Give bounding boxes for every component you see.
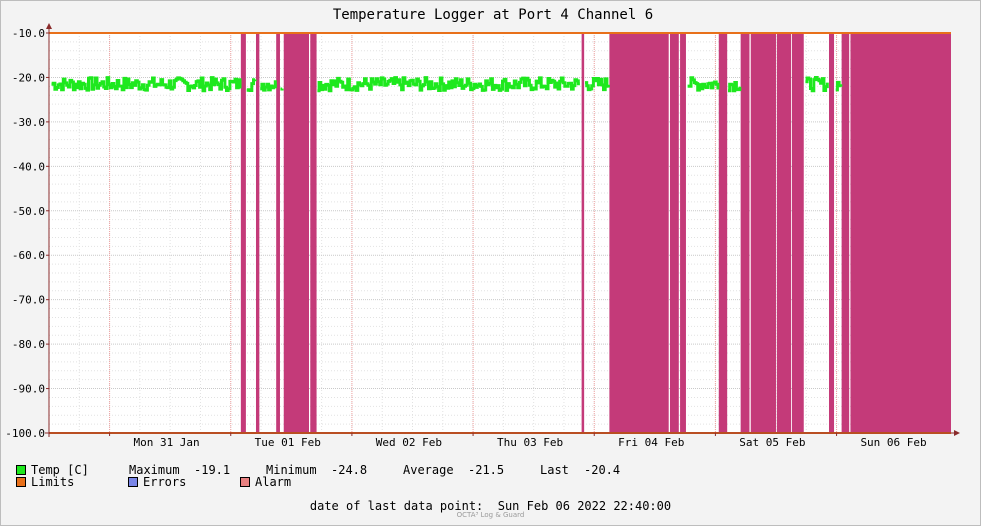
last-data-point: date of last data point: Sun Feb 06 2022… xyxy=(0,499,981,513)
x-axis-arrow xyxy=(954,430,960,436)
legend-limits-swatch xyxy=(16,477,26,487)
y-tick-label: -100.0 xyxy=(5,427,45,440)
plot-area xyxy=(49,33,951,433)
legend-temp-label: Temp [C] xyxy=(31,463,89,477)
y-tick-label: -20.0 xyxy=(12,71,45,84)
alarm-band xyxy=(276,33,280,433)
y-tick-label: -50.0 xyxy=(12,205,45,218)
alarm-band xyxy=(310,33,317,433)
legend-temp-swatch xyxy=(16,465,26,475)
temperature-series xyxy=(51,76,843,93)
legend-row-2: Limits Errors Alarm xyxy=(16,475,291,489)
temp-line-segment xyxy=(317,76,580,93)
temp-line-segment xyxy=(728,81,742,93)
temp-line-segment xyxy=(51,76,242,93)
temp-line-segment xyxy=(805,76,829,93)
alarm-band xyxy=(750,33,776,433)
x-tick-label: Thu 03 Feb xyxy=(497,436,563,449)
grid-lines xyxy=(49,32,951,434)
stat-average-label: Average xyxy=(403,463,454,477)
legend-row-1: Temp [C] Maximum -19.1 Minimum -24.8 Ave… xyxy=(16,463,620,477)
alarm-band xyxy=(669,33,679,433)
watermark-logo: OCTA³ Log & Guard xyxy=(456,511,525,519)
legend-temp: Temp [C] xyxy=(16,463,129,477)
legend-errors-label: Errors xyxy=(143,475,187,489)
alarm-band xyxy=(680,33,686,433)
x-tick-label: Wed 02 Feb xyxy=(376,436,442,449)
legend-errors-swatch xyxy=(128,477,138,487)
x-tick-labels: Mon 31 Jan Tue 01 Feb Wed 02 Feb Thu 03 Feb… xyxy=(133,436,926,449)
alarm-band xyxy=(718,33,728,433)
y-tick-label: -90.0 xyxy=(12,383,45,396)
stat-last-label: Last xyxy=(540,463,569,477)
y-tick-label: -30.0 xyxy=(12,116,45,129)
alarm-bands xyxy=(240,33,951,433)
alarm-band xyxy=(609,33,669,433)
y-axis-arrow xyxy=(46,23,52,29)
stat-last-value: -20.4 xyxy=(584,463,621,477)
x-tick-label: Tue 01 Feb xyxy=(255,436,321,449)
axes xyxy=(45,23,960,437)
x-tick-label: Mon 31 Jan xyxy=(133,436,199,449)
alarm-band xyxy=(740,33,750,433)
stat-minimum-label: Minimum xyxy=(266,463,317,477)
temp-line-segment xyxy=(260,80,277,92)
y-tick-label: -70.0 xyxy=(12,294,45,307)
temp-line-segment xyxy=(687,76,720,92)
x-tick-label: Sat 05 Feb xyxy=(739,436,805,449)
alarm-band xyxy=(841,33,850,433)
y-tick-label: -80.0 xyxy=(12,338,45,351)
legend-limits: Limits xyxy=(16,475,128,489)
stat-average-value: -21.5 xyxy=(468,463,505,477)
legend-limits-label: Limits xyxy=(31,475,75,489)
alarm-band xyxy=(255,33,260,433)
legend-alarm-swatch xyxy=(240,477,250,487)
alarm-band xyxy=(828,33,835,433)
last-data-point-label: date of last data point: xyxy=(309,499,484,513)
temp-line-segment xyxy=(246,78,257,92)
alarm-band xyxy=(240,33,246,433)
temp-line-segment xyxy=(585,77,610,92)
stat-minimum-value: -24.8 xyxy=(331,463,368,477)
alarm-band xyxy=(581,33,585,433)
alarm-band xyxy=(283,33,309,433)
chart-title: Temperature Logger at Port 4 Channel 6 xyxy=(333,7,653,23)
y-tick-label: -10.0 xyxy=(12,27,45,40)
stat-maximum-value: -19.1 xyxy=(194,463,231,477)
last-data-point-value: Sun Feb 06 2022 22:40:00 xyxy=(497,499,672,513)
alarm-band xyxy=(850,33,951,433)
legend-alarm-label: Alarm xyxy=(255,475,292,489)
alarm-band xyxy=(776,33,792,433)
legend-alarm: Alarm xyxy=(240,475,291,489)
x-tick-label: Sun 06 Feb xyxy=(860,436,926,449)
stat-maximum-label: Maximum xyxy=(129,463,180,477)
x-tick-label: Fri 04 Feb xyxy=(618,436,684,449)
y-tick-label: -40.0 xyxy=(12,160,45,173)
alarm-band xyxy=(791,33,804,433)
y-tick-labels: -10.0 -20.0 -30.0 -40.0 -50.0 -60.0 -70.0 -80.0… xyxy=(5,27,45,440)
legend-errors: Errors xyxy=(128,475,240,489)
temp-line-segment xyxy=(835,80,843,92)
y-tick-label: -60.0 xyxy=(12,249,45,262)
